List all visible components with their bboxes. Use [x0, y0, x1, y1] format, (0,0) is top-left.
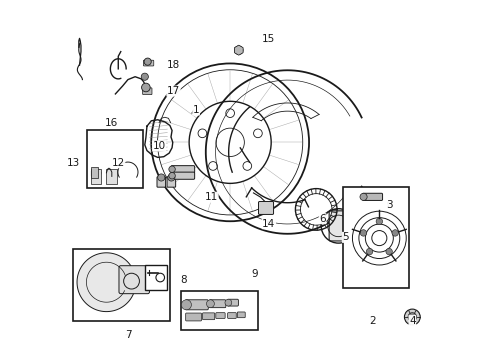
Text: 5: 5: [342, 232, 348, 242]
Circle shape: [404, 309, 419, 325]
FancyBboxPatch shape: [167, 177, 175, 187]
Bar: [91, 168, 101, 184]
Text: 11: 11: [204, 192, 218, 202]
FancyBboxPatch shape: [143, 60, 153, 66]
Text: 2: 2: [368, 316, 375, 325]
Text: 4: 4: [408, 316, 415, 325]
Text: 14: 14: [262, 219, 275, 229]
FancyBboxPatch shape: [227, 299, 238, 306]
Polygon shape: [77, 253, 135, 312]
FancyBboxPatch shape: [202, 313, 214, 320]
Bar: [106, 168, 117, 184]
Circle shape: [234, 46, 243, 54]
FancyBboxPatch shape: [171, 172, 194, 179]
FancyBboxPatch shape: [119, 266, 149, 294]
FancyBboxPatch shape: [215, 313, 224, 319]
Circle shape: [168, 172, 175, 179]
Text: 3: 3: [386, 200, 392, 210]
Text: 16: 16: [105, 118, 118, 128]
Bar: [86, 130, 143, 188]
Circle shape: [366, 248, 372, 255]
Circle shape: [158, 174, 164, 181]
FancyBboxPatch shape: [142, 88, 152, 95]
Circle shape: [181, 300, 191, 310]
Text: 10: 10: [152, 141, 165, 151]
Bar: [91, 167, 98, 178]
Circle shape: [144, 58, 151, 65]
Text: 17: 17: [166, 86, 180, 96]
Text: 7: 7: [124, 330, 131, 340]
Circle shape: [224, 299, 231, 306]
Circle shape: [141, 73, 148, 80]
Text: 8: 8: [180, 275, 186, 285]
Circle shape: [407, 313, 416, 321]
FancyBboxPatch shape: [227, 313, 236, 319]
Circle shape: [375, 218, 382, 225]
Circle shape: [142, 83, 150, 92]
Circle shape: [167, 174, 175, 181]
Bar: [144, 265, 167, 291]
Circle shape: [360, 230, 366, 236]
FancyBboxPatch shape: [185, 300, 208, 310]
Text: 1: 1: [192, 105, 199, 115]
FancyBboxPatch shape: [209, 300, 225, 308]
Circle shape: [206, 300, 214, 308]
Bar: [73, 249, 169, 320]
FancyBboxPatch shape: [328, 211, 347, 241]
FancyBboxPatch shape: [237, 312, 244, 318]
Text: 6: 6: [319, 214, 325, 224]
Circle shape: [385, 248, 391, 255]
Bar: [343, 187, 408, 288]
FancyBboxPatch shape: [171, 166, 194, 173]
Text: 18: 18: [166, 59, 180, 69]
Polygon shape: [91, 170, 101, 177]
Text: 9: 9: [251, 269, 257, 279]
Circle shape: [168, 166, 175, 172]
FancyBboxPatch shape: [362, 193, 382, 201]
FancyBboxPatch shape: [258, 202, 273, 215]
Text: 12: 12: [111, 158, 124, 168]
FancyBboxPatch shape: [157, 177, 165, 187]
Bar: [180, 291, 257, 330]
Circle shape: [391, 230, 398, 236]
Text: 13: 13: [66, 158, 80, 168]
FancyBboxPatch shape: [185, 313, 201, 321]
Circle shape: [359, 193, 366, 201]
Text: 15: 15: [262, 35, 275, 44]
